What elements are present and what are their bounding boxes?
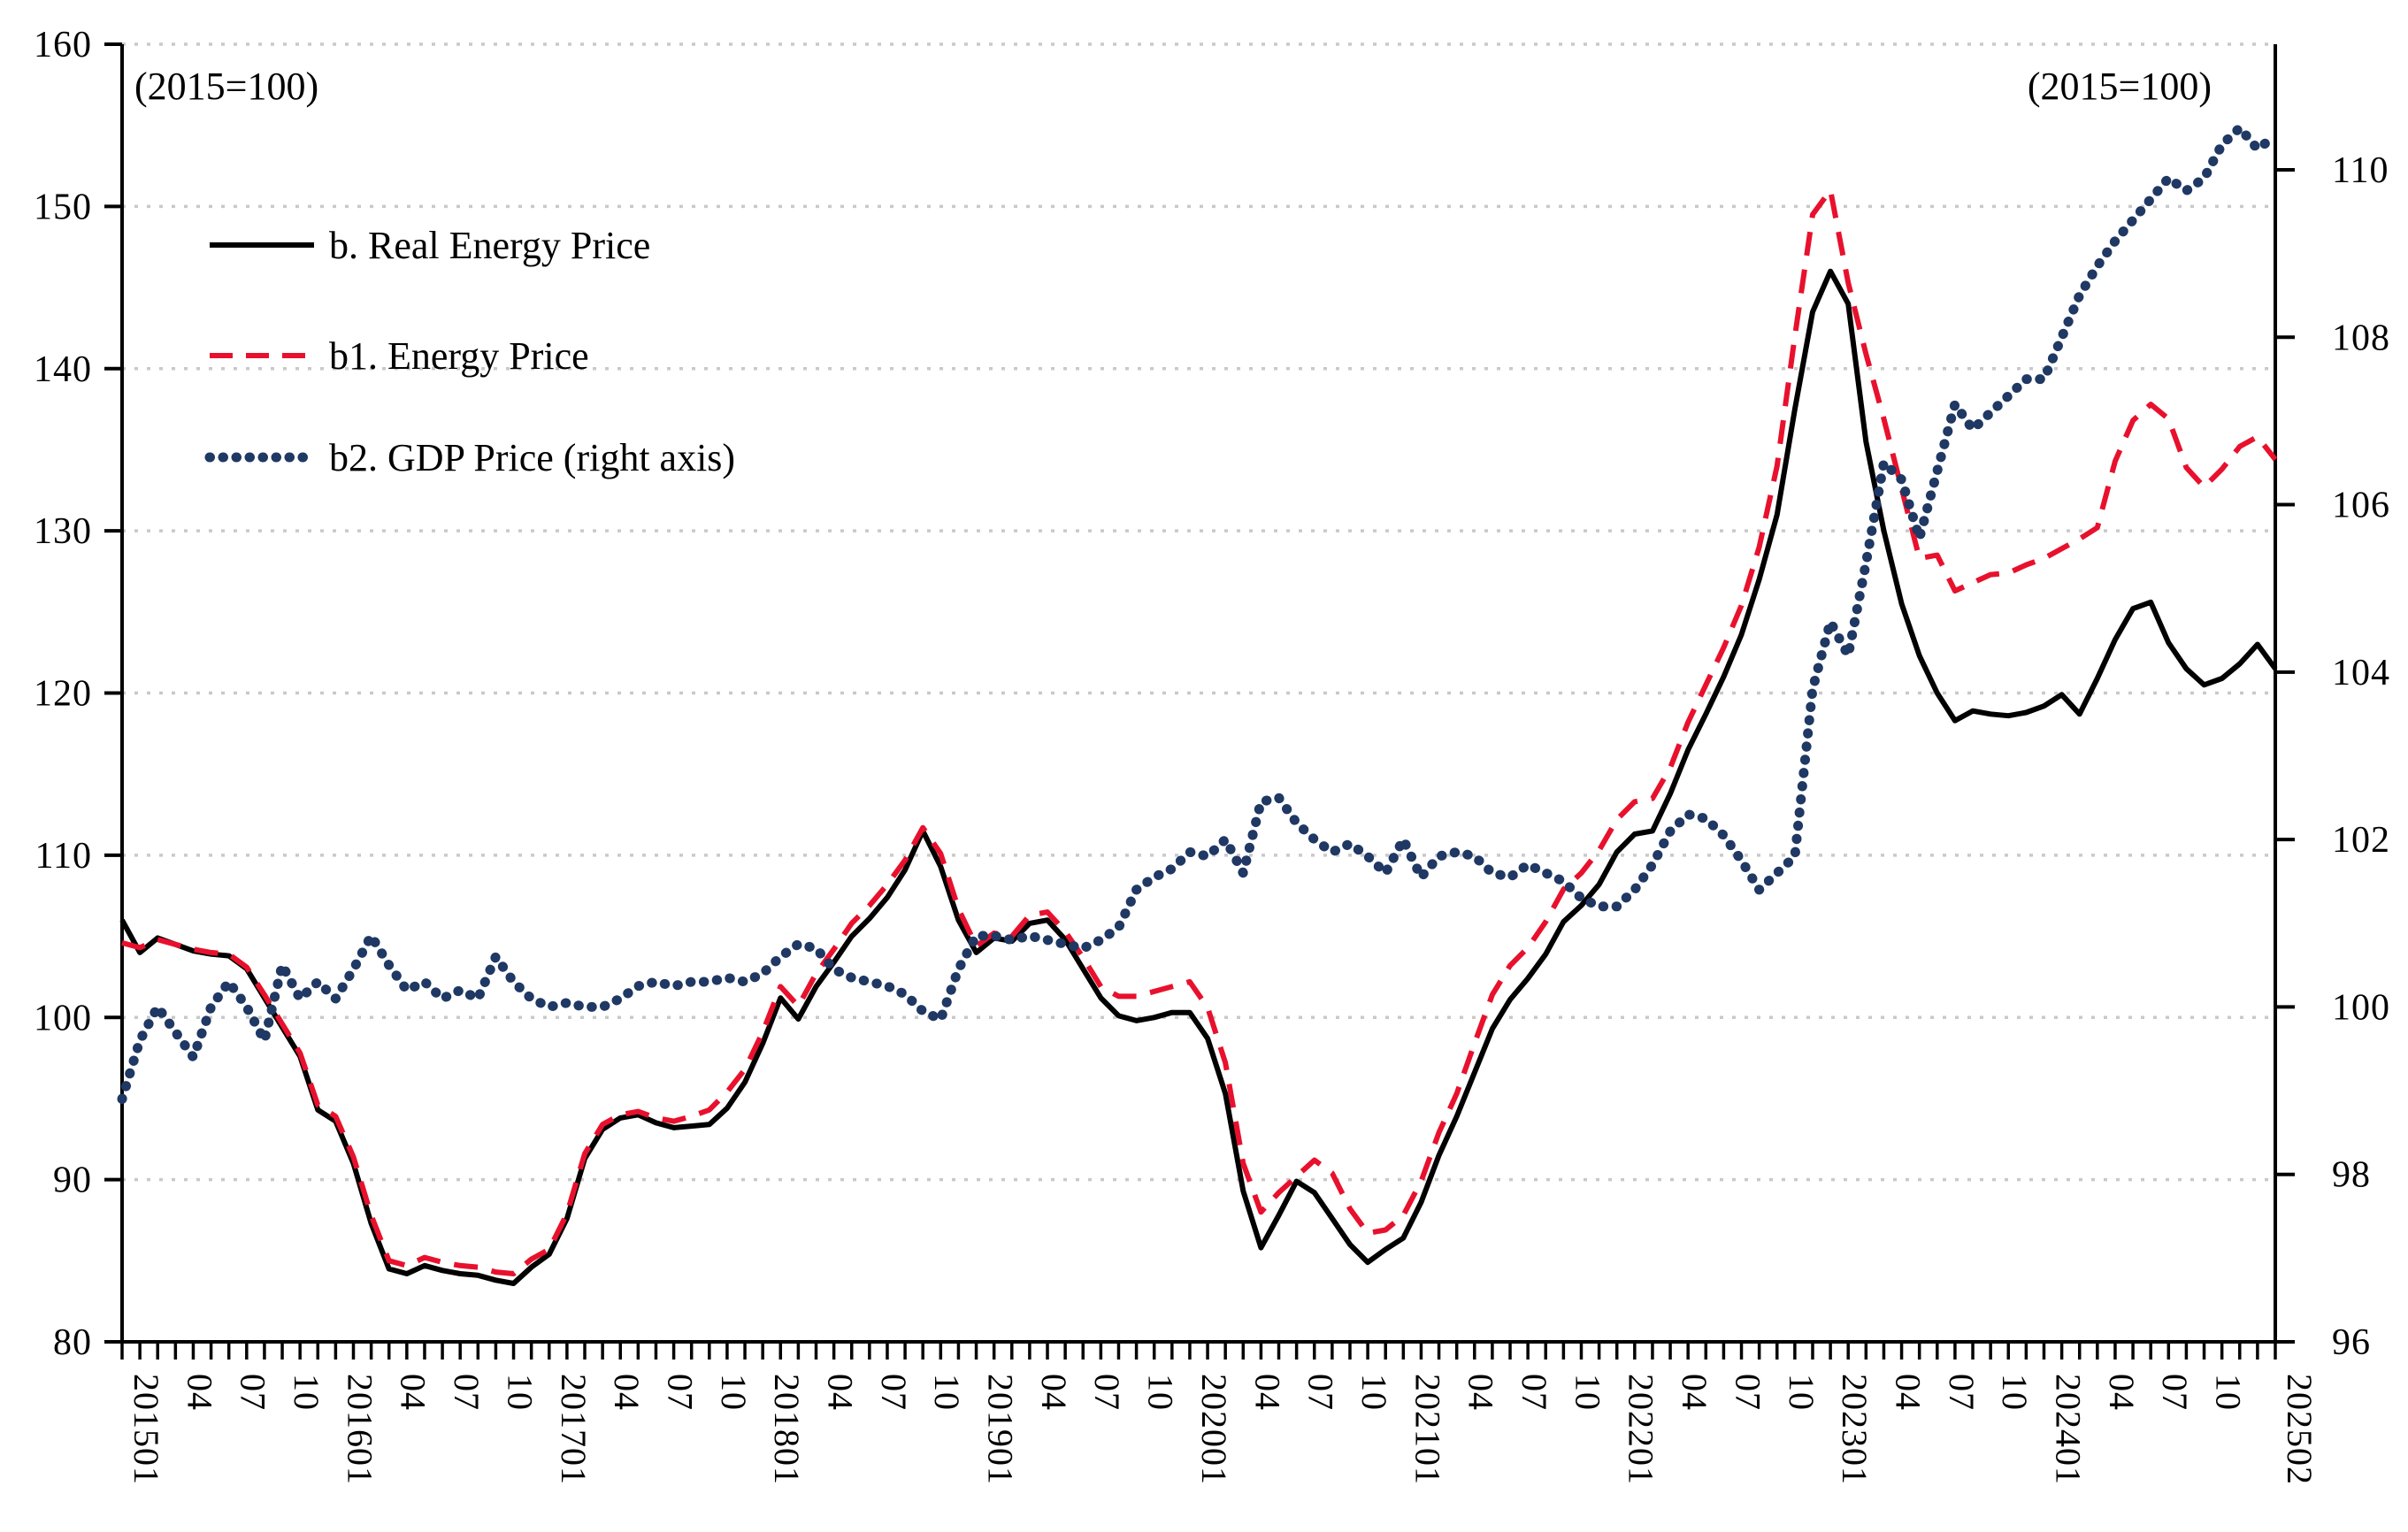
x-axis-label-07: 07	[234, 1374, 273, 1411]
x-axis-label-201501: 201501	[127, 1374, 166, 1485]
left-axis-label-90: 90	[53, 1160, 92, 1201]
x-axis-label-04: 04	[1888, 1374, 1928, 1411]
legend: b. Real Energy Price b1. Energy Price b2…	[204, 224, 735, 479]
x-axis-label-202101: 202101	[1407, 1374, 1447, 1485]
legend-item-gdp-price: b2. GDP Price (right axis)	[204, 436, 735, 479]
legend-label-gdp-price: b2. GDP Price (right axis)	[329, 436, 735, 479]
x-axis-label-04: 04	[607, 1374, 647, 1411]
x-axis-label-07: 07	[660, 1374, 700, 1411]
x-axis-label-07: 07	[1301, 1374, 1341, 1411]
right-axis-label-102: 102	[2332, 820, 2390, 861]
x-axis-label-201801: 201801	[767, 1374, 807, 1485]
series-line-b2-gdp-price-right-axis-	[117, 123, 2281, 1104]
series-line-b-real-energy-price	[119, 268, 2278, 1286]
x-axis-label-07: 07	[1515, 1374, 1554, 1411]
x-axis-label-07: 07	[1942, 1374, 1982, 1411]
legend-item-energy-price: b1. Energy Price	[210, 334, 589, 378]
x-axis-label-07: 07	[1728, 1374, 1768, 1411]
legend-label-energy-price: b1. Energy Price	[329, 334, 589, 378]
x-axis-label-201701: 201701	[554, 1374, 594, 1485]
x-axis-label-201601: 201601	[340, 1374, 380, 1485]
gridlines	[122, 42, 2275, 1182]
left-axis-label-100: 100	[34, 998, 92, 1038]
left-axis-label-120: 120	[34, 674, 92, 715]
x-axis-label-04: 04	[394, 1374, 433, 1411]
x-axis-label-04: 04	[1675, 1374, 1714, 1411]
x-axis-label-04: 04	[2102, 1374, 2142, 1411]
left-axis-label-150: 150	[34, 187, 92, 227]
right-axis-label-98: 98	[2332, 1155, 2371, 1196]
legend-item-real-energy-price: b. Real Energy Price	[210, 224, 650, 267]
x-axis-label-04: 04	[180, 1374, 219, 1411]
x-axis-label-201901: 201901	[981, 1374, 1021, 1485]
x-axis-label-07: 07	[1087, 1374, 1127, 1411]
x-axis-label-07: 07	[447, 1374, 487, 1411]
right-axis-unit-label: (2015=100)	[2028, 65, 2212, 108]
series-line-b1-energy-price	[121, 188, 2278, 1276]
x-axis-label-04: 04	[1247, 1374, 1287, 1411]
x-axis-label-202301: 202301	[1835, 1374, 1875, 1485]
x-axis-label-10: 10	[2209, 1374, 2249, 1411]
x-axis-label-07: 07	[874, 1374, 914, 1411]
left-axis-unit-label: (2015=100)	[134, 65, 318, 108]
x-axis-label-04: 04	[1034, 1374, 1074, 1411]
left-axis-label-140: 140	[34, 349, 92, 390]
x-axis-label-10: 10	[714, 1374, 754, 1411]
right-axis-label-108: 108	[2332, 318, 2390, 358]
right-axis-label-106: 106	[2332, 486, 2390, 526]
x-axis-label-202401: 202401	[2048, 1374, 2088, 1485]
x-axis-label-202502: 202502	[2280, 1374, 2320, 1485]
series-lines	[117, 123, 2281, 1286]
x-axis-label-04: 04	[1461, 1374, 1501, 1411]
x-axis-label-10: 10	[1568, 1374, 1607, 1411]
x-axis-label-10: 10	[1354, 1374, 1394, 1411]
x-axis-label-10: 10	[1782, 1374, 1821, 1411]
right-axis-label-96: 96	[2332, 1322, 2371, 1363]
x-axis-label-10: 10	[287, 1374, 326, 1411]
axis-tick-labels: 80 90 100 110 120 130 140 150 160 96 98 100 102 104 10…	[34, 25, 2390, 1485]
x-axis-label-10: 10	[1141, 1374, 1181, 1411]
x-axis-label-07: 07	[2155, 1374, 2195, 1411]
x-axis-label-10: 10	[927, 1374, 967, 1411]
left-axis-label-160: 160	[34, 25, 92, 65]
x-axis-label-04: 04	[821, 1374, 861, 1411]
left-axis-label-130: 130	[34, 511, 92, 552]
x-axis-label-202201: 202201	[1622, 1374, 1661, 1485]
x-axis-label-202001: 202001	[1194, 1374, 1234, 1485]
legend-label-real-energy-price: b. Real Energy Price	[329, 224, 650, 267]
right-axis-label-110: 110	[2332, 150, 2389, 191]
x-axis-label-10: 10	[500, 1374, 540, 1411]
right-axis-label-104: 104	[2332, 653, 2390, 693]
left-axis-label-80: 80	[53, 1322, 92, 1363]
right-axis-label-100: 100	[2332, 987, 2390, 1028]
axis-ticks	[104, 42, 2295, 1360]
left-axis-label-110: 110	[35, 836, 92, 877]
x-axis-label-10: 10	[1995, 1374, 2035, 1411]
